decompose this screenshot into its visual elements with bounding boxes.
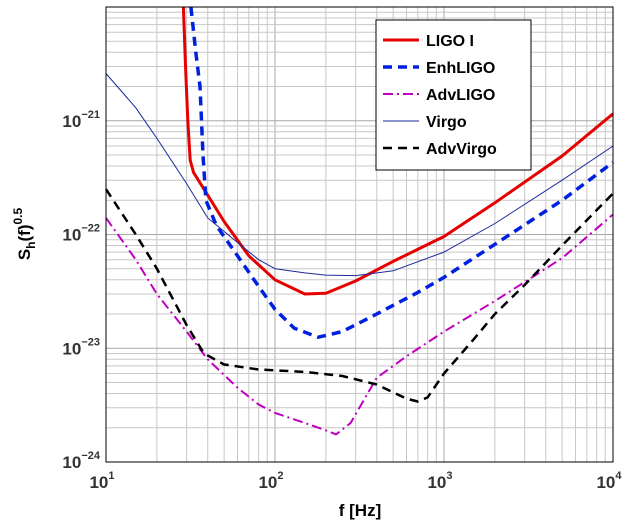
legend-label-1: EnhLIGO	[426, 60, 495, 77]
x-tick-label: 102	[258, 470, 283, 492]
y-axis-title: Sh(f)0.5	[11, 208, 38, 261]
y-axis-title-base: S	[15, 249, 34, 260]
y-tick-exp: −21	[81, 109, 100, 121]
legend-label-2: AdvLIGO	[426, 87, 495, 104]
y-tick-exp: −22	[81, 223, 100, 235]
y-axis-title-sup: 0.5	[11, 208, 25, 225]
x-axis-title: f [Hz]	[339, 501, 381, 520]
series-line-3	[105, 73, 614, 277]
x-tick-exp: 1	[108, 470, 114, 482]
legend-label-3: Virgo	[426, 114, 467, 131]
legend-label-4: AdvVirgo	[426, 141, 497, 158]
x-tick-labels: 101 102 103 104	[89, 470, 622, 492]
x-tick-base: 10	[89, 473, 108, 492]
series-line-4	[104, 188, 614, 403]
series-line-0	[181, 6, 614, 296]
x-tick-label: 101	[89, 470, 114, 492]
x-tick-exp: 3	[446, 470, 452, 482]
y-tick-base: 10	[62, 112, 81, 131]
y-tick-label: 10−21	[62, 109, 100, 131]
y-tick-base: 10	[62, 226, 81, 245]
x-tick-base: 10	[258, 473, 277, 492]
x-tick-label: 104	[596, 470, 622, 492]
series-layer	[104, 6, 615, 436]
legend-label-0: LIGO I	[426, 33, 474, 50]
y-axis-title-sub: h	[24, 241, 38, 248]
x-tick-exp: 2	[277, 470, 283, 482]
y-axis-title-mid: (f)	[15, 225, 34, 242]
legend-box	[375, 19, 532, 171]
x-tick-exp: 4	[615, 470, 622, 482]
series-line-1	[189, 6, 615, 339]
y-tick-base: 10	[62, 453, 81, 472]
y-tick-exp: −23	[81, 336, 100, 348]
x-tick-base: 10	[427, 473, 446, 492]
y-tick-exp: −24	[81, 450, 101, 462]
y-tick-label: 10−22	[62, 223, 100, 245]
y-tick-label: 10−24	[62, 450, 100, 472]
legend: LIGO I EnhLIGO AdvLIGO Virgo AdvVirgo	[375, 19, 532, 171]
x-tick-label: 103	[427, 470, 452, 492]
y-tick-base: 10	[62, 339, 81, 358]
x-tick-base: 10	[596, 473, 615, 492]
y-tick-label: 10−23	[62, 336, 100, 358]
plot-frame	[105, 6, 614, 463]
series-line-2	[105, 213, 614, 436]
